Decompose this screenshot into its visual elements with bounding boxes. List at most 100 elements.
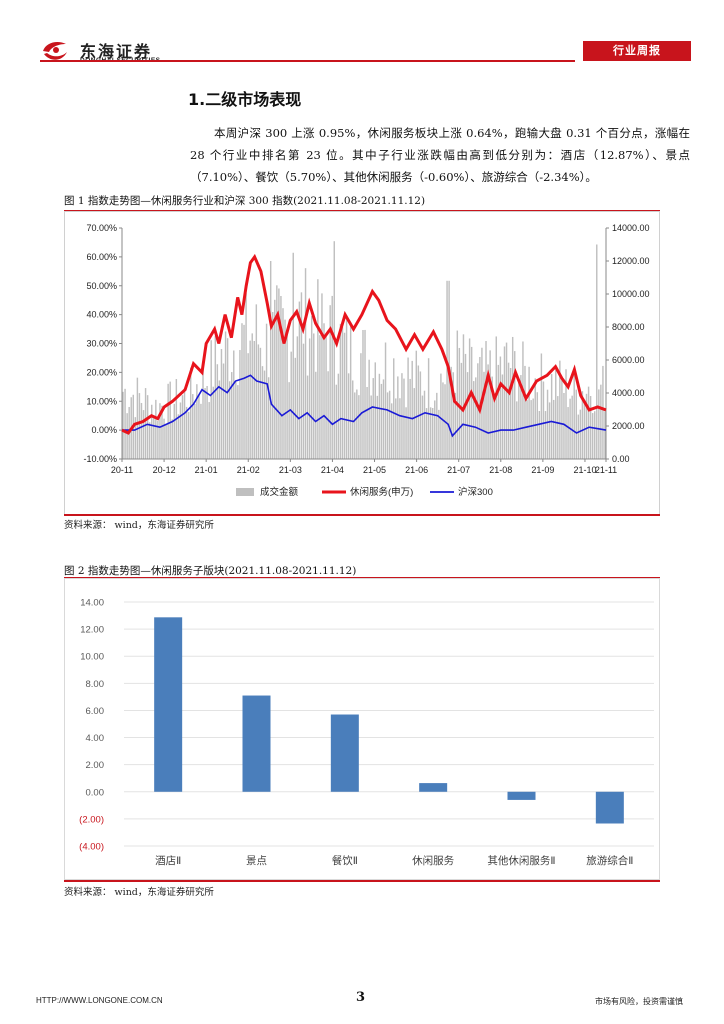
figure1-chart: -10.00% 0.00% 10.00% 20.00% 30.00% 40.00% 50.0… xyxy=(64,211,660,515)
volume-bar xyxy=(577,414,580,459)
volume-bar xyxy=(163,418,165,459)
volume-bar xyxy=(436,392,438,459)
volume-bar xyxy=(514,351,516,459)
volume-bar xyxy=(237,385,239,459)
category-label: 休闲服务 xyxy=(412,854,454,867)
report-type-tag: 行业周报 xyxy=(583,41,691,61)
volume-bar xyxy=(192,394,194,459)
y-tick-label: (2.00) xyxy=(79,814,104,825)
volume-bar xyxy=(247,353,249,459)
volume-bar xyxy=(222,363,225,459)
volume-bar xyxy=(583,403,586,459)
x-tick-label: 21-11 xyxy=(595,465,617,475)
figure1-top-rule xyxy=(64,210,660,212)
category-label: 旅游综合Ⅱ xyxy=(586,854,633,867)
volume-bar xyxy=(198,394,200,459)
volume-bar xyxy=(224,331,227,459)
volume-bar xyxy=(555,369,557,459)
volume-bar xyxy=(407,357,409,459)
figure2-top-rule xyxy=(64,577,660,579)
volume-bar xyxy=(526,400,528,459)
volume-bar xyxy=(557,396,559,459)
y-tick-label: 10.00 xyxy=(80,652,104,663)
volume-bar xyxy=(269,261,272,459)
sub-sector-bar xyxy=(595,791,624,824)
volume-bar xyxy=(429,407,432,459)
volume-bar xyxy=(243,324,245,459)
volume-bar xyxy=(421,395,424,459)
volume-bar xyxy=(370,395,372,459)
volume-bar xyxy=(302,343,305,459)
x-tick-label: 21-01 xyxy=(195,465,218,475)
volume-bar xyxy=(333,241,335,459)
volume-bar xyxy=(352,380,354,459)
volume-bar xyxy=(304,268,307,459)
volume-bar xyxy=(565,369,567,459)
volume-bar xyxy=(183,388,186,459)
right-tick-label: 2000.00 xyxy=(612,421,645,431)
volume-bar xyxy=(462,334,465,459)
volume-bar xyxy=(185,406,188,459)
y-tick-label: 4.00 xyxy=(86,733,105,744)
volume-bar xyxy=(366,386,368,459)
right-tick-label: 6000.00 xyxy=(612,355,645,365)
sub-sector-bar xyxy=(330,714,359,792)
y-tick-label: 2.00 xyxy=(86,760,105,771)
volume-bar xyxy=(360,353,362,459)
volume-bar xyxy=(249,340,251,459)
volume-bar xyxy=(284,319,286,459)
figure2-caption: 图 2 指数走势图—休闲服务子版块(2021.11.08-2021.11.12) xyxy=(64,565,357,577)
volume-bar xyxy=(399,398,401,459)
right-tick-label: 8000.00 xyxy=(612,322,645,332)
volume-bar xyxy=(530,400,532,459)
volume-bar xyxy=(272,312,274,459)
x-tick-label: 21-03 xyxy=(279,465,302,475)
volume-bar xyxy=(228,381,231,459)
volume-bar xyxy=(206,385,208,459)
volume-bar xyxy=(544,411,547,459)
volume-bar xyxy=(571,395,573,459)
volume-bar xyxy=(245,293,247,459)
volume-bar xyxy=(450,366,452,459)
page-header: 东海证券 DONGHAI SECURITIES 行业周报 xyxy=(0,0,724,70)
volume-bar xyxy=(196,384,198,459)
volume-bar xyxy=(395,398,397,459)
sub-sector-bar xyxy=(419,783,448,792)
volume-bar xyxy=(427,358,430,459)
volume-bar xyxy=(524,365,526,459)
volume-bar xyxy=(598,389,600,459)
volume-bar xyxy=(518,380,520,459)
volume-bar xyxy=(596,244,598,459)
volume-bar xyxy=(446,280,448,459)
x-tick-label: 21-02 xyxy=(237,465,260,475)
volume-bar xyxy=(308,338,311,459)
x-tick-label: 21-10 xyxy=(573,465,596,475)
chart2-frame xyxy=(64,578,660,880)
volume-bar xyxy=(458,347,461,459)
volume-bar xyxy=(505,342,508,459)
figure1-caption: 图 1 指数走势图—休闲服务行业和沪深 300 指数(2021.11.08-20… xyxy=(64,195,426,207)
leisure-series-line xyxy=(121,253,607,435)
x-tick-label: 21-06 xyxy=(405,465,428,475)
volume-bar xyxy=(561,380,563,459)
x-tick-label: 20-12 xyxy=(153,465,176,475)
volume-bar xyxy=(337,373,340,459)
volume-bar xyxy=(306,375,309,459)
volume-bar xyxy=(220,349,223,459)
volume-bar xyxy=(548,402,551,459)
hs300-series-line xyxy=(122,374,607,438)
volume-bar xyxy=(161,405,163,459)
volume-bar xyxy=(602,365,604,459)
volume-bar xyxy=(157,420,159,459)
volume-bar xyxy=(364,329,366,459)
volume-bar xyxy=(136,377,139,459)
volume-bar xyxy=(587,386,590,459)
chart1-legend: 成交金额 休闲服务(申万) 沪深300 xyxy=(236,486,493,498)
section-title: 1.二级市场表现 xyxy=(188,90,302,109)
volume-bar xyxy=(315,371,317,459)
volume-bar xyxy=(194,403,196,459)
x-tick-label: 21-07 xyxy=(447,465,470,475)
volume-bar xyxy=(278,288,280,459)
volume-bar xyxy=(181,395,184,459)
volume-bar xyxy=(171,419,173,459)
